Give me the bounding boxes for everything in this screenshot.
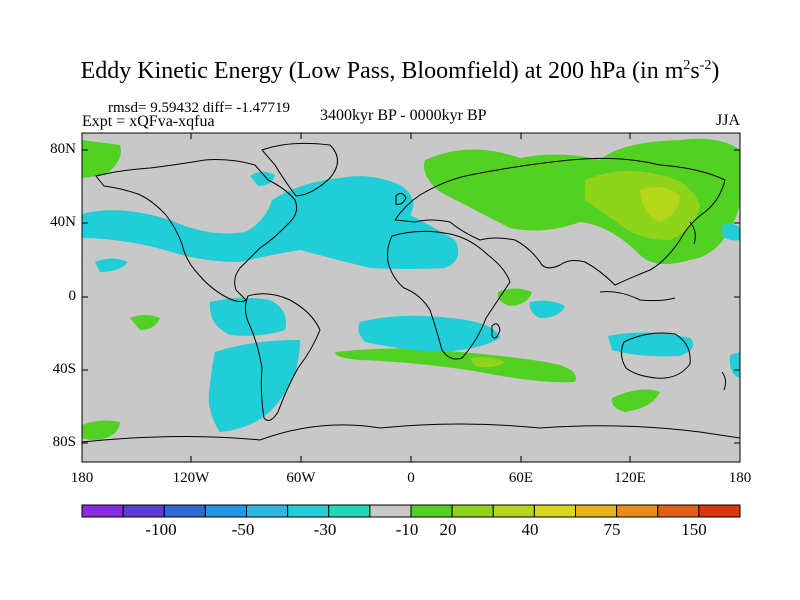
coastline-south-america [244,293,321,421]
positive-anomaly-strong [470,357,505,368]
negative-anomaly-region [730,352,740,378]
negative-anomaly-region [722,224,740,241]
colorbar-swatch [698,504,741,518]
coastline-indonesia [599,291,676,302]
coastline-north-america [95,159,298,303]
colorbar-label: -10 [395,520,419,539]
positive-anomaly-peak [640,187,680,222]
colorbar-swatch [492,504,535,518]
lon-label-0: 0 [407,470,415,486]
positive-anomaly-region [611,389,660,412]
coastline-antarctica [82,423,740,443]
colorbar-swatch [163,504,206,518]
coastline-greenland [261,142,338,197]
colorbar-swatch [575,504,618,518]
coastline-eurasia [394,157,726,286]
colorbar [81,504,741,518]
experiment-label: Expt = xQFva-xqfua [82,113,215,130]
rmsd-diff-stats: rmsd= 9.59432 diff= -1.47719 [108,100,291,116]
lat-label-40n: 40N [50,214,76,230]
coastline-japan [689,221,696,245]
colorbar-swatch [246,504,289,518]
colorbar-label: -50 [231,520,255,539]
positive-anomaly-region [82,140,121,178]
positive-anomaly-region [82,420,120,440]
colorbar-swatch [328,504,371,518]
negative-anomaly-region [250,171,275,186]
colorbar-label: 150 [681,520,707,539]
plot-title: Eddy Kinetic Energy (Low Pass, Bloomfiel… [80,58,720,84]
longitude-ticks [81,133,741,462]
negative-anomaly-region [608,332,694,357]
lon-label-180w: 180 [70,470,94,486]
colorbar-label: -100 [145,520,177,539]
negative-anomaly-region [209,297,286,336]
colorbar-swatch [81,504,124,518]
lat-label-80n: 80N [50,141,76,157]
negative-anomaly-region [95,258,128,272]
anomaly-contours [82,138,740,440]
lat-label-80s: 80S [52,434,76,450]
lon-label-120e: 120E [614,470,646,486]
coastline-british-isles [395,192,407,205]
negative-anomaly-region [358,315,500,352]
period-label: 3400kyr BP - 0000kyr BP [320,107,487,124]
colorbar-swatch [410,504,453,518]
lon-label-60e: 60E [508,470,534,486]
latitude-ticks [82,149,740,444]
colorbar-swatch [287,504,330,518]
coastline-madagascar [491,323,501,339]
coastlines [82,142,740,443]
lat-label-40s: 40S [52,361,76,377]
positive-anomaly-region [130,315,160,330]
lon-label-60w: 60W [286,470,316,486]
negative-anomaly-region [529,300,565,318]
colorbar-label: -30 [313,520,337,539]
colorbar-swatch [533,504,576,518]
colorbar-swatch [616,504,659,518]
colorbar-label: 75 [603,520,621,539]
season-label: JJA [716,112,741,129]
coastline-new-zealand [721,371,727,391]
positive-anomaly-region [335,348,576,383]
negative-anomaly-region [82,176,459,269]
colorbar-swatch [657,504,700,518]
colorbar-swatch [369,504,412,518]
colorbar-label: 20 [439,520,457,539]
coastline-australia [620,332,691,379]
negative-anomaly-region [382,205,400,216]
positive-anomaly-region [497,288,532,306]
colorbar-label: 40 [521,520,539,539]
negative-anomaly-region [208,340,300,432]
coastline-africa [387,230,511,360]
positive-anomaly-strong [585,171,700,240]
lon-label-180e: 180 [728,470,752,486]
lat-label-0: 0 [68,288,77,304]
colorbar-swatch [451,504,494,518]
colorbar-swatch [204,504,247,518]
lon-label-120w: 120W [172,470,210,486]
colorbar-swatch [122,504,165,518]
